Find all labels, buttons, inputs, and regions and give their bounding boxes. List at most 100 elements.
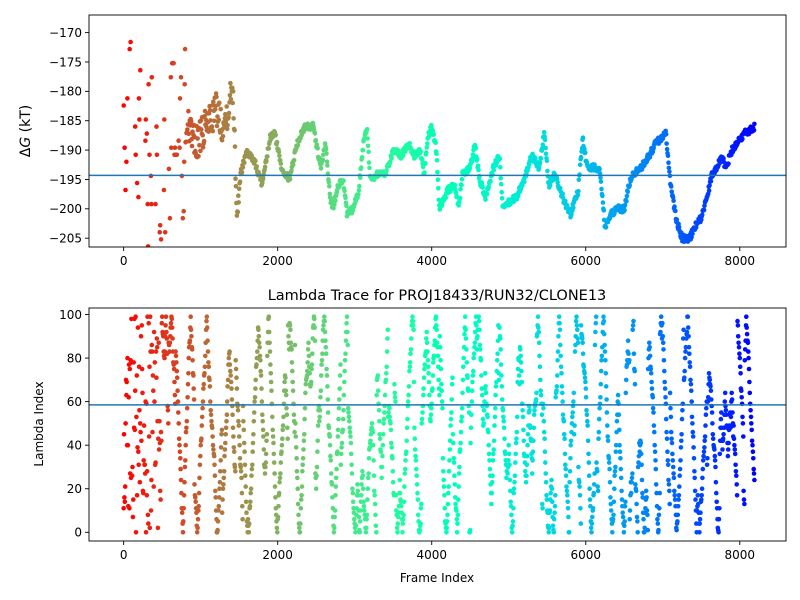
- lambda-point: [196, 490, 202, 496]
- lambda-point: [167, 340, 173, 346]
- lambda-point: [395, 530, 400, 535]
- lambda-point: [249, 466, 255, 472]
- lambda-point: [364, 516, 369, 522]
- lambda-point: [275, 514, 281, 520]
- lambda-point: [605, 438, 611, 444]
- lambda-point: [608, 495, 613, 500]
- lambda-point: [224, 418, 229, 424]
- lambda-point: [230, 412, 235, 418]
- lambda-point: [175, 399, 181, 404]
- lambda-point: [209, 418, 214, 424]
- lambda-point: [669, 440, 675, 446]
- lambda-point: [276, 490, 282, 496]
- lambda-point: [152, 399, 157, 404]
- lambda-point: [555, 373, 560, 378]
- lambda-point: [571, 390, 577, 396]
- lambda-point: [288, 327, 293, 333]
- lambda-point: [136, 449, 141, 455]
- delta-g-point: [389, 155, 395, 161]
- lambda-point: [430, 373, 436, 378]
- delta-g-point: [240, 165, 246, 170]
- lambda-point: [692, 469, 697, 474]
- lambda-point: [217, 486, 222, 492]
- delta-g-panel: 0 2000 4000 6000 8000 −205−200−195−190−185−1…: [18, 14, 787, 268]
- lambda-point: [219, 427, 225, 433]
- delta-g-point: [665, 153, 671, 159]
- lambda-point: [446, 469, 452, 474]
- lambda-point: [134, 493, 140, 498]
- lambda-point: [470, 379, 475, 385]
- lambda-point: [176, 410, 181, 415]
- lambda-point: [608, 508, 614, 513]
- lambda-point: [410, 323, 416, 328]
- lambda-point: [298, 521, 303, 526]
- delta-g-point: [522, 179, 527, 185]
- lambda-point: [561, 432, 567, 437]
- lambda-point: [390, 456, 395, 461]
- lambda-point: [735, 334, 741, 339]
- lambda-point: [509, 530, 515, 535]
- lambda-point: [509, 512, 514, 518]
- delta-g-point: [137, 117, 142, 122]
- lambda-point: [319, 358, 325, 363]
- lambda-point: [164, 329, 169, 335]
- lambda-point: [552, 503, 558, 509]
- lambda-point: [200, 405, 205, 411]
- lambda-point: [236, 434, 242, 439]
- lambda-point: [248, 499, 253, 505]
- lambda-point: [568, 442, 573, 448]
- lambda-point: [586, 460, 592, 465]
- lambda-point: [576, 464, 581, 470]
- delta-g-point: [422, 170, 427, 175]
- lambda-point: [170, 336, 175, 341]
- delta-g-point: [580, 135, 586, 140]
- lambda-point: [155, 525, 161, 531]
- lambda-point: [479, 392, 485, 398]
- lambda-point: [260, 418, 266, 424]
- delta-g-point: [180, 215, 186, 221]
- lambda-point: [586, 451, 591, 457]
- lambda-point: [469, 412, 474, 418]
- lambda-point: [393, 493, 399, 498]
- delta-g-point: [266, 146, 272, 151]
- lambda-point: [259, 399, 265, 404]
- lambda-point: [690, 421, 695, 426]
- lambda-point: [521, 438, 527, 444]
- lambda-point: [574, 323, 580, 328]
- lambda-point: [420, 410, 425, 415]
- delta-g-point: [212, 107, 218, 112]
- delta-g-point: [200, 145, 206, 150]
- lambda-point: [413, 458, 419, 463]
- lambda-point: [664, 436, 670, 442]
- lambda-point: [501, 425, 507, 431]
- lambda-point: [388, 427, 394, 433]
- lambda-point: [389, 445, 395, 450]
- lambda-point: [364, 525, 369, 531]
- delta-g-point: [233, 176, 238, 181]
- lambda-point: [182, 464, 188, 470]
- delta-g-point: [239, 169, 245, 175]
- lambda-point: [540, 506, 545, 511]
- lambda-point: [689, 399, 694, 404]
- delta-g-point: [162, 230, 168, 235]
- lambda-point: [268, 371, 274, 376]
- lambda-point: [471, 368, 476, 374]
- lambda-point: [132, 388, 138, 394]
- lambda-point: [196, 508, 201, 513]
- delta-g-point: [220, 134, 226, 139]
- lambda-point: [455, 521, 460, 526]
- lambda-point: [349, 471, 355, 476]
- lambda-point: [709, 397, 714, 402]
- lambda-point: [584, 412, 590, 418]
- lambda-point: [436, 377, 442, 383]
- lambda-point: [313, 486, 319, 492]
- delta-g-point: [597, 167, 602, 172]
- lambda-point: [347, 429, 353, 435]
- lambda-point: [515, 366, 521, 372]
- lambda-point: [294, 469, 300, 474]
- lambda-point: [628, 490, 634, 496]
- lambda-point: [271, 460, 277, 465]
- delta-g-point: [360, 147, 366, 153]
- delta-g-point: [708, 178, 714, 184]
- delta-g-point: [138, 67, 143, 73]
